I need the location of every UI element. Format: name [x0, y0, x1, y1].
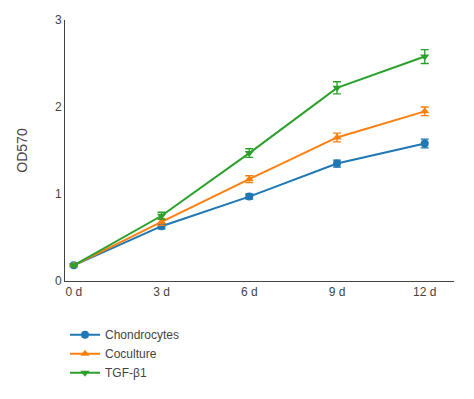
svg-text:0 d: 0 d — [65, 285, 82, 299]
svg-text:2: 2 — [55, 100, 62, 114]
svg-text:Coculture: Coculture — [105, 347, 157, 361]
svg-text:9 d: 9 d — [329, 285, 346, 299]
svg-text:3: 3 — [55, 13, 62, 27]
svg-text:Chondrocytes: Chondrocytes — [105, 328, 179, 342]
svg-text:3 d: 3 d — [153, 285, 170, 299]
svg-text:6 d: 6 d — [241, 285, 258, 299]
svg-text:1: 1 — [55, 187, 62, 201]
svg-text:0: 0 — [55, 274, 62, 288]
svg-text:TGF-β1: TGF-β1 — [105, 366, 147, 380]
svg-text:OD570: OD570 — [14, 128, 30, 173]
svg-text:12 d: 12 d — [413, 285, 436, 299]
